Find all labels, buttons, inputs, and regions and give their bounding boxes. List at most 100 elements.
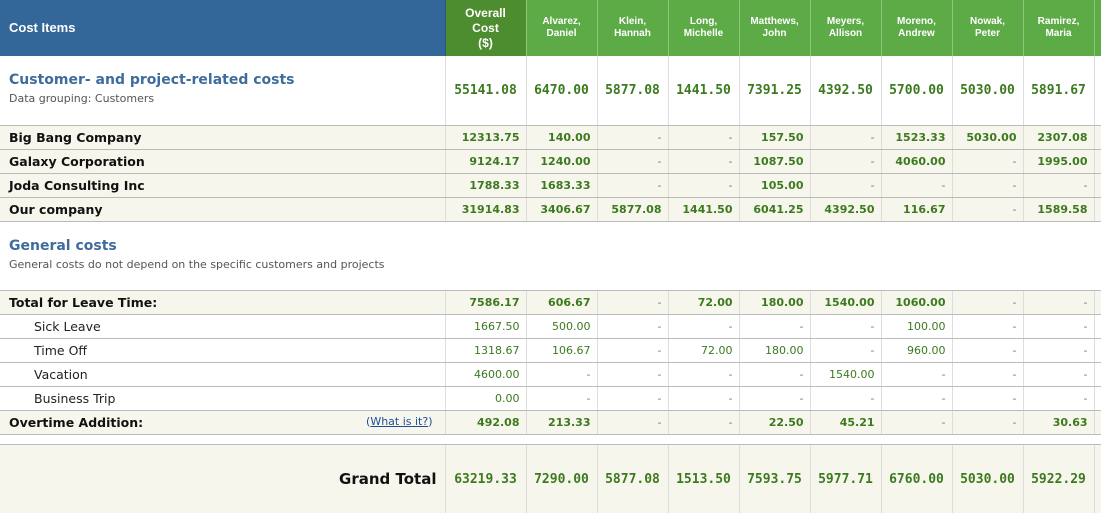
value-cell: 180.00 — [739, 338, 811, 363]
row-label: Our company — [0, 197, 446, 222]
leave-item-row: Time Off 1318.67 106.67-72.00 180.00-960.00… — [0, 338, 1101, 363]
value-cell: 1589.58 — [1023, 197, 1095, 222]
value-cell: - — [668, 149, 740, 174]
row-label: Overtime Addition: (What is it?) — [0, 410, 446, 435]
header-cost-items: Cost Items — [0, 0, 446, 56]
value-cell-cut — [1094, 197, 1101, 222]
value-cell: 1318.67 — [445, 338, 527, 363]
value-cell: 960.00 — [881, 338, 953, 363]
value-cell: - — [1023, 290, 1095, 315]
section-subtitle: Data grouping: Customers — [9, 92, 155, 105]
value-cell: - — [952, 362, 1024, 387]
header-person-moreno[interactable]: Moreno, Andrew — [881, 0, 953, 56]
what-is-it-link[interactable]: What is it? — [370, 415, 429, 428]
leave-item-row: Business Trip 0.00- - - - - - - - — [0, 386, 1101, 411]
value-cell: 1667.50 — [445, 314, 527, 339]
value-cell: - — [739, 362, 811, 387]
value-cell: 31914.83 — [445, 197, 527, 222]
value-cell: - — [810, 149, 882, 174]
section-total-cell: 5891.67 — [1022, 56, 1094, 126]
header-person-klein[interactable]: Klein, Hannah — [597, 0, 669, 56]
header-person-line: Matthews, — [750, 16, 799, 27]
value-cell: - — [597, 386, 669, 411]
value-cell-cut — [1094, 410, 1101, 435]
header-person-line: Andrew — [898, 28, 935, 39]
value-cell: - — [810, 314, 882, 339]
value-cell-cut — [1094, 290, 1101, 315]
value-cell: - — [739, 314, 811, 339]
value-cell: 105.00 — [739, 173, 811, 198]
value-cell: - — [952, 290, 1024, 315]
header-person-meyers[interactable]: Meyers, Allison — [810, 0, 882, 56]
header-person-line: Michelle — [683, 28, 724, 39]
value-cell: 72.00 — [668, 338, 740, 363]
value-cell: - — [668, 125, 740, 150]
header-person-line: Moreno, — [897, 16, 936, 27]
value-cell: 1540.00 — [810, 362, 882, 387]
value-cell-cut — [1094, 314, 1101, 339]
header-person-line: Maria — [1045, 28, 1072, 39]
value-cell: - — [526, 386, 598, 411]
value-cell: 1788.33 — [445, 173, 527, 198]
section-title: Customer- and project-related costs — [9, 72, 295, 88]
value-cell: - — [952, 149, 1024, 174]
value-cell: - — [881, 410, 953, 435]
header-person-line: John — [762, 28, 787, 39]
header-person-alvarez[interactable]: Alvarez, Daniel — [526, 0, 598, 56]
value-cell: 4392.50 — [810, 197, 882, 222]
value-cell: - — [881, 386, 953, 411]
value-cell: - — [952, 173, 1024, 198]
value-cell: - — [1023, 386, 1095, 411]
customer-section-row: Customer- and project-related costs Data… — [0, 56, 1101, 126]
header-person-line: Ramirez, — [1037, 16, 1080, 27]
header-person-nowak[interactable]: Nowak, Peter — [952, 0, 1024, 56]
row-label: Big Bang Company — [0, 125, 446, 150]
value-cell: 0.00 — [445, 386, 527, 411]
value-cell: - — [881, 173, 953, 198]
spacer-row — [0, 434, 1101, 445]
header-overall-line: ($) — [478, 35, 493, 50]
value-cell: 1995.00 — [1023, 149, 1095, 174]
grand-total-row: Grand Total 63219.33 7290.00 5877.08 1513.50… — [0, 444, 1101, 513]
value-cell: 116.67 — [881, 197, 953, 222]
header-person-line: Alvarez, — [542, 16, 581, 27]
value-cell: - — [597, 410, 669, 435]
value-cell-cut — [1094, 173, 1101, 198]
value-cell: 100.00 — [881, 314, 953, 339]
customer-section-heading: Customer- and project-related costs Data… — [0, 56, 445, 126]
header-person-matthews[interactable]: Matthews, John — [739, 0, 811, 56]
value-cell: - — [668, 386, 740, 411]
value-cell: 6041.25 — [739, 197, 811, 222]
section-total-cell: 7391.25 — [738, 56, 810, 126]
value-cell: 9124.17 — [445, 149, 527, 174]
value-cell: - — [597, 149, 669, 174]
header-overall-line: Cost — [472, 20, 499, 35]
value-cell: - — [597, 290, 669, 315]
value-cell: - — [810, 386, 882, 411]
general-section-heading: General costs General costs do not depend… — [0, 221, 1101, 291]
value-cell: 5030.00 — [952, 125, 1024, 150]
section-total-cell: 5030.00 — [951, 56, 1023, 126]
header-person-line: Klein, — [618, 16, 647, 27]
section-subtitle: General costs do not depend on the speci… — [9, 258, 385, 271]
value-cell: 3406.67 — [526, 197, 598, 222]
value-cell: 7586.17 — [445, 290, 527, 315]
value-cell: 140.00 — [526, 125, 598, 150]
header-person-long[interactable]: Long, Michelle — [668, 0, 740, 56]
value-cell: - — [952, 314, 1024, 339]
value-cell: - — [952, 338, 1024, 363]
value-cell: 4060.00 — [881, 149, 953, 174]
value-cell: - — [952, 386, 1024, 411]
value-cell: 2307.08 — [1023, 125, 1095, 150]
header-overall-line: Overall — [465, 5, 506, 20]
value-cell: 45.21 — [810, 410, 882, 435]
value-cell-cut — [1094, 362, 1101, 387]
row-label-text: Our company — [9, 202, 103, 217]
header-person-line: Meyers, — [826, 16, 865, 27]
header-person-ramirez[interactable]: Ramirez, Maria — [1023, 0, 1095, 56]
grand-total-cell: 5030.00 — [952, 444, 1024, 513]
value-cell: 1060.00 — [881, 290, 953, 315]
header-person-line: Hannah — [614, 28, 651, 39]
general-section-row: General costs General costs do not depend… — [0, 221, 1101, 291]
